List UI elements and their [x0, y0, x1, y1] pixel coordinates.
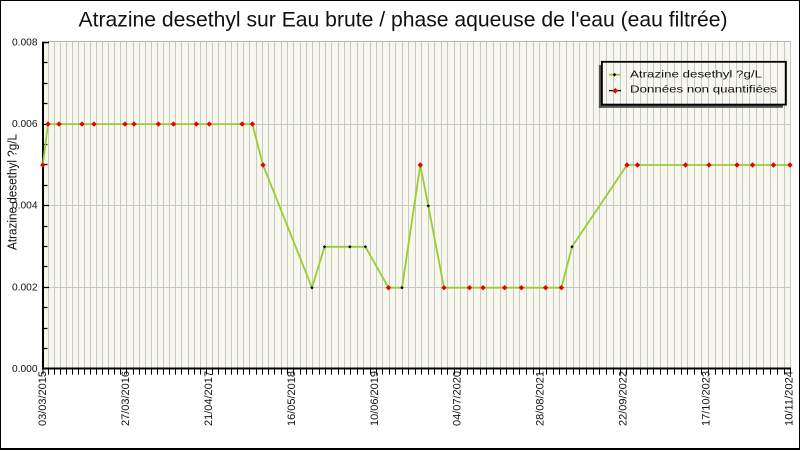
svg-text:04/07/2020: 04/07/2020	[452, 371, 464, 426]
svg-text:0.000: 0.000	[12, 364, 38, 375]
svg-text:Atrazine desethyl sur Eau brut: Atrazine desethyl sur Eau brute / phase …	[79, 8, 728, 32]
svg-text:21/04/2017: 21/04/2017	[203, 371, 215, 426]
svg-text:10/06/2019: 10/06/2019	[369, 371, 381, 426]
svg-text:10/11/2024: 10/11/2024	[783, 371, 795, 426]
svg-text:Atrazine desethyl ?g/L: Atrazine desethyl ?g/L	[630, 68, 762, 80]
svg-text:Atrazine desethyl ?g/L: Atrazine desethyl ?g/L	[4, 134, 19, 250]
svg-text:0.008: 0.008	[12, 38, 38, 49]
svg-text:16/05/2018: 16/05/2018	[286, 371, 298, 426]
svg-text:0.002: 0.002	[12, 282, 38, 293]
svg-text:Données non quantifiées: Données non quantifiées	[630, 84, 777, 96]
svg-text:22/09/2022: 22/09/2022	[618, 371, 630, 426]
svg-text:28/08/2021: 28/08/2021	[535, 371, 547, 426]
svg-text:03/03/2015: 03/03/2015	[37, 371, 49, 426]
svg-text:27/03/2016: 27/03/2016	[120, 371, 132, 426]
svg-text:17/10/2023: 17/10/2023	[700, 371, 712, 426]
svg-text:0.006: 0.006	[12, 119, 38, 130]
svg-text:0.004: 0.004	[12, 201, 38, 212]
